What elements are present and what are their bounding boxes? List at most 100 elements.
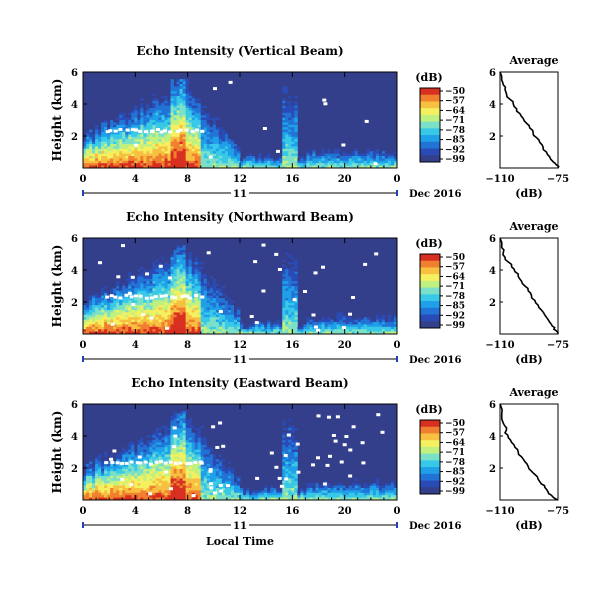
heatmap-cell <box>98 312 102 316</box>
heatmap-cell <box>215 329 220 332</box>
heatmap-cell <box>285 278 289 282</box>
heatmap-cell <box>258 156 262 159</box>
colorbar-swatch <box>420 121 440 129</box>
heatmap-cell <box>158 452 162 455</box>
heatmap-cell <box>137 283 141 287</box>
heatmap-cell <box>152 452 156 455</box>
heatmap-cell <box>146 305 150 308</box>
heatmap-cell <box>282 158 286 162</box>
heatmap-cell <box>149 442 153 446</box>
heatmap-cell <box>282 317 286 320</box>
heatmap-cell <box>291 136 295 140</box>
heatmap-cell <box>134 471 138 474</box>
profile-x-tick-label: −110 <box>485 174 514 185</box>
heatmap-cell <box>95 473 99 477</box>
heatmap-cell <box>203 96 208 99</box>
heatmap-cell <box>161 329 165 332</box>
heatmap-cell <box>158 324 162 328</box>
heatmap-cell <box>258 324 262 328</box>
heatmap-cell <box>227 153 232 157</box>
heatmap-cell <box>158 269 162 272</box>
heatmap-cell <box>200 271 205 275</box>
heatmap-cell <box>206 281 211 284</box>
heatmap-cell <box>185 276 190 280</box>
heatmap-cell <box>179 305 184 308</box>
heatmap-cell <box>155 156 159 159</box>
heatmap-cell <box>110 480 114 484</box>
heatmap-cell <box>188 274 193 277</box>
heatmap-cell <box>246 326 250 330</box>
heatmap-cell <box>125 480 129 484</box>
heatmap-cell <box>224 307 229 311</box>
heatmap-cell <box>194 163 199 166</box>
heatmap-cell <box>218 298 223 301</box>
heatmap-cell <box>243 165 247 169</box>
heatmap-cell <box>161 281 165 284</box>
heatmap-cell <box>360 326 365 330</box>
heatmap-cell <box>176 148 181 152</box>
heatmap-cell <box>107 139 111 142</box>
heatmap-cell <box>173 158 177 162</box>
heatmap-cell <box>167 136 171 140</box>
heatmap-cell <box>104 483 108 486</box>
heatmap-cell <box>107 158 111 162</box>
heatmap-cell <box>143 153 147 157</box>
heatmap-cell <box>246 324 250 328</box>
heatmap-cell <box>101 464 105 467</box>
heatmap-cell <box>152 326 156 330</box>
heatmap-cell <box>218 153 223 157</box>
heatmap-cell <box>212 300 217 304</box>
heatmap-cell <box>188 497 193 501</box>
heatmap-cell <box>185 466 190 470</box>
heatmap-cell <box>98 127 102 130</box>
heatmap-cell <box>98 132 102 135</box>
heatmap-cell <box>143 151 147 154</box>
heatmap-cell <box>170 497 174 501</box>
heatmap-cell <box>179 490 184 494</box>
heatmap-cell <box>107 132 111 135</box>
heatmap-cell <box>170 290 174 294</box>
heatmap-cell <box>330 151 334 154</box>
heatmap-cell <box>182 146 187 150</box>
heatmap-cell <box>140 290 144 294</box>
heatmap-cell <box>119 331 123 335</box>
heatmap-cell <box>107 495 111 498</box>
heatmap-cell <box>140 331 144 335</box>
heatmap-cell <box>113 141 117 145</box>
heatmap-cell <box>149 430 153 434</box>
heatmap-cell <box>110 492 114 496</box>
heatmap-cell <box>116 495 120 498</box>
heatmap-cell <box>146 124 150 128</box>
heatmap-cell <box>170 425 174 429</box>
heatmap-cell <box>107 478 111 482</box>
heatmap-cell <box>179 108 184 111</box>
heatmap-cell <box>236 314 241 318</box>
heatmap-cell <box>140 447 144 450</box>
heatmap-cell <box>360 158 365 162</box>
heatmap-cell <box>161 96 165 99</box>
heatmap-cell <box>339 312 344 316</box>
heatmap-cell <box>86 478 90 482</box>
heatmap-cell <box>387 156 392 159</box>
heatmap-cell <box>137 160 141 164</box>
heatmap-cell <box>357 322 362 325</box>
heatmap-cell <box>158 271 162 275</box>
heatmap-cell <box>345 163 350 166</box>
heatmap-cell <box>167 452 171 455</box>
heatmap-cell <box>149 141 153 145</box>
heatmap-cell <box>161 437 165 441</box>
heatmap-cell <box>92 495 96 498</box>
heatmap-cell <box>98 298 102 301</box>
heatmap-cell <box>224 144 229 147</box>
heatmap-cell <box>285 103 289 106</box>
heatmap-cell <box>116 295 120 299</box>
heatmap-cell <box>227 156 232 159</box>
profile-x-label: (dB) <box>515 187 542 200</box>
heatmap-cell <box>206 117 211 121</box>
heatmap-cell <box>95 295 99 299</box>
heatmap-cell <box>143 266 147 270</box>
heatmap-cell <box>140 437 144 441</box>
heatmap-cell <box>366 319 371 323</box>
heatmap-cell <box>282 288 286 292</box>
heatmap-cell <box>92 326 96 330</box>
